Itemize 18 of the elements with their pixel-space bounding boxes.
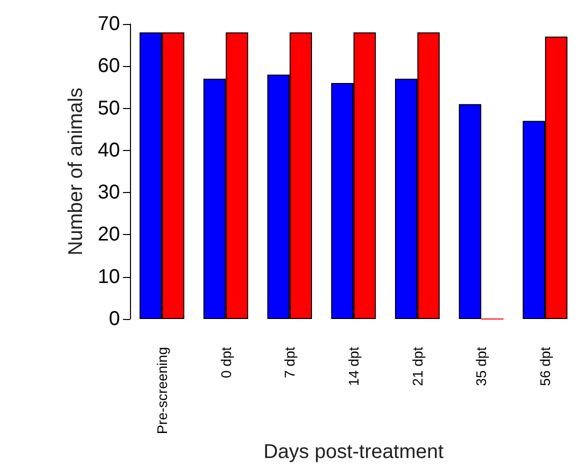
y-tick-label: 20 bbox=[98, 224, 120, 246]
y-tick-label: 30 bbox=[98, 182, 120, 204]
y-tick-label: 40 bbox=[98, 139, 120, 162]
x-tick-label: 0 dpt bbox=[218, 346, 234, 378]
x-tick-label: 56 dpt bbox=[537, 346, 554, 386]
x-tick-label: 7 dpt bbox=[282, 346, 298, 378]
x-tick-label: 35 dpt bbox=[473, 346, 490, 386]
y-tick-label: 60 bbox=[98, 55, 120, 78]
x-tick-label: Pre-screening bbox=[154, 347, 170, 434]
y-tick-label: 50 bbox=[98, 97, 120, 120]
y-axis-title: Number of animals bbox=[65, 88, 87, 256]
y-tick-label: 10 bbox=[98, 266, 120, 288]
bar bbox=[458, 104, 482, 319]
x-axis-title: Days post-treatment bbox=[263, 441, 444, 464]
y-tick-label: 70 bbox=[98, 13, 120, 35]
y-tick-label: 0 bbox=[108, 308, 120, 330]
x-tick-label: 14 dpt bbox=[346, 346, 362, 386]
x-tick-label: 21 dpt bbox=[409, 346, 426, 386]
